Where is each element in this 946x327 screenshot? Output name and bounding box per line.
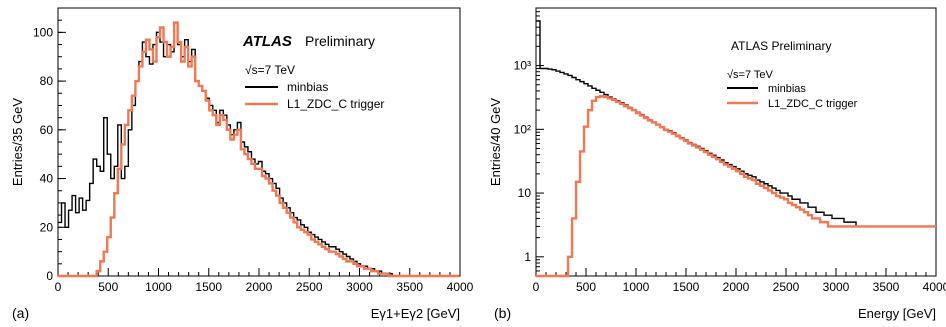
panel-b-energy-label: √s=7 TeV [727,69,774,81]
y-tick-label: 10³ [514,59,531,73]
x-tick-label: 500 [576,280,596,294]
y-tick-label: 10 [518,186,532,200]
x-tick-label: 1000 [623,280,650,294]
panel-b-x-axis-label: Energy [GeV] [858,306,936,321]
panel-b-plot-frame [535,7,937,277]
panel-a-subtitle: Preliminary [305,33,375,49]
x-tick-label: 3000 [823,280,850,294]
panel-a-energy-label: √s=7 TeV [245,63,295,77]
x-tick-label: 0 [55,280,62,294]
y-tick-label: 60 [40,123,54,137]
x-tick-label: 2500 [773,280,800,294]
panel-a-y-axis-label: Entries/35 GeV [10,98,25,186]
x-tick-label: 1000 [145,280,172,294]
y-tick-label: 100 [33,25,53,39]
x-tick-label: 3000 [346,280,373,294]
panel-a-legend-label-minbias: minbias [287,80,328,94]
x-tick-label: 0 [533,280,540,294]
panel-b-label: (b) [494,305,511,321]
panel-b-x-axis: 0 500 1000 1500 2000 2500 3000 3500 4000 [533,268,946,294]
x-tick-label: 1500 [195,280,222,294]
panel-b-series [536,20,936,278]
x-tick-label: 2000 [723,280,750,294]
series-line-trigger [58,21,459,278]
x-tick-label: 3500 [873,280,900,294]
x-tick-label: 500 [98,280,118,294]
y-tick-label: 80 [40,74,54,88]
x-tick-label: 2500 [296,280,323,294]
y-tick-label: 0 [46,269,53,283]
panel-b-y-axis-label: Entries/40 GeV [488,98,503,186]
y-tick-label: 40 [40,172,54,186]
x-tick-label: 3500 [396,280,423,294]
x-tick-label: 4000 [923,280,946,294]
panel-a-legend-label-trigger: L1_ZDC_C trigger [287,97,384,111]
y-tick-label: 1 [524,250,531,264]
panel-b-title: ATLAS Preliminary [731,39,831,53]
y-tick-label: 10² [514,122,531,136]
panel-a-x-axis-label: Eγ1+Eγ2 [GeV] [371,306,460,321]
panel-b-legend-label-trigger: L1_ZDC_C trigger [768,98,858,110]
panel-a-label: (a) [12,305,29,321]
panel-a-series [58,21,459,278]
y-tick-label: 20 [40,220,54,234]
panel-a-title: ATLAS [242,33,292,50]
x-tick-label: 4000 [447,280,474,294]
panel-a: 0 500 1000 1500 2000 2500 3000 3500 4000 0 20 40 60… [10,7,474,321]
panel-a-x-axis: 0 500 1000 1500 2000 2500 3000 3500 4000 [55,268,474,294]
x-tick-label: 1500 [673,280,700,294]
panel-b-legend-label-minbias: minbias [768,83,806,95]
x-tick-label: 2000 [246,280,273,294]
panel-b-y-axis: 1 10 10² 10³ [514,7,544,277]
series-line-trigger [536,95,936,278]
